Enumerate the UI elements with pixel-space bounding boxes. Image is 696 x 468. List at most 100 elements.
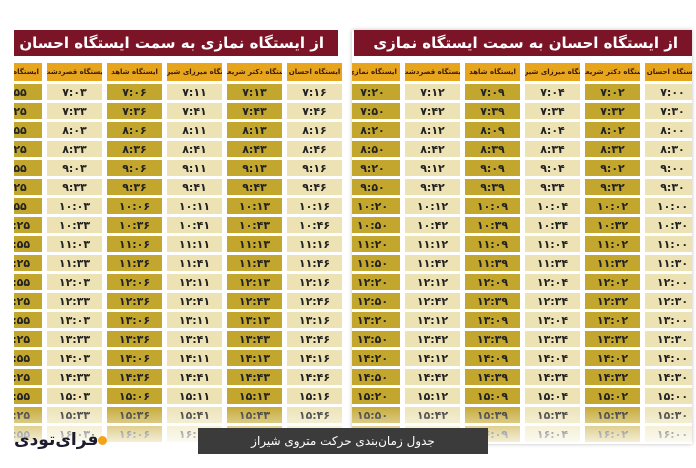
time-cell: ۸:۳۴ — [525, 141, 580, 157]
time-cell: ۹:۵۰ — [352, 179, 400, 195]
time-cell: ۱۰:۲۰ — [352, 198, 400, 214]
time-cell: ۸:۲۰ — [352, 122, 400, 138]
time-cell: ۱۶:۰۲ — [585, 426, 640, 442]
time-cell: ۱۰:۴۶ — [287, 217, 342, 233]
time-cell: ۷:۳۳ — [47, 103, 102, 119]
time-cell: ۱۱:۳۹ — [465, 255, 520, 271]
time-cell: ۱۱:۰۴ — [525, 236, 580, 252]
time-cell: ۱۵:۲۰ — [352, 388, 400, 404]
time-cell: ۱۳:۰۹ — [465, 312, 520, 328]
table-row: ۱۲:۳۰ ۱۲:۳۲ ۱۲:۳۴ ۱۲:۳۹ ۱۲:۴۲ ۱۲:۵۰ — [352, 293, 692, 309]
panel-title: از ایستگاه احسان به سمت ایستگاه نمازی — [354, 30, 692, 56]
table-row: ۱۱:۴۶ ۱۱:۴۳ ۱۱:۴۱ ۱۱:۳۶ ۱۱:۳۳ ۱۱:۲۵ — [14, 255, 342, 271]
time-cell: ۱۰:۵۵ — [14, 236, 42, 252]
time-cell: ۱۱:۳۶ — [107, 255, 162, 271]
time-cell: ۱۴:۰۹ — [465, 350, 520, 366]
table-row: ۱۰:۴۶ ۱۰:۴۳ ۱۰:۴۱ ۱۰:۳۶ ۱۰:۳۳ ۱۰:۲۵ — [14, 217, 342, 233]
time-cell: ۱۱:۰۹ — [465, 236, 520, 252]
time-cell: ۸:۱۱ — [167, 122, 222, 138]
time-cell: ۱۴:۳۳ — [47, 369, 102, 385]
time-cell: ۱۰:۴۱ — [167, 217, 222, 233]
time-cell: ۱۵:۳۴ — [525, 407, 580, 423]
table-row: ۱۴:۱۶ ۱۴:۱۳ ۱۴:۱۱ ۱۴:۰۶ ۱۴:۰۳ ۱۳:۵۵ — [14, 350, 342, 366]
time-cell: ۱۳:۰۰ — [645, 312, 692, 328]
time-cell: ۷:۳۹ — [465, 103, 520, 119]
time-cell: ۱۱:۱۱ — [167, 236, 222, 252]
time-cell: ۱۰:۱۲ — [405, 198, 460, 214]
time-cell: ۷:۳۰ — [645, 103, 692, 119]
time-cell: ۸:۳۶ — [107, 141, 162, 157]
table-row: ۱۵:۴۶ ۱۵:۴۳ ۱۵:۴۱ ۱۵:۳۶ ۱۵:۳۳ ۱۵:۲۵ — [14, 407, 342, 423]
time-cell: ۷:۴۱ — [167, 103, 222, 119]
time-cell: ۱۵:۱۱ — [167, 388, 222, 404]
time-cell: ۱۰:۰۰ — [645, 198, 692, 214]
time-cell: ۱۲:۰۰ — [645, 274, 692, 290]
time-cell: ۹:۳۶ — [107, 179, 162, 195]
time-cell: ۹:۳۴ — [525, 179, 580, 195]
time-cell: ۱۳:۱۶ — [287, 312, 342, 328]
site-logo[interactable]: فرای‌تودی — [14, 428, 110, 452]
time-cell: ۱۰:۴۲ — [405, 217, 460, 233]
time-cell: ۷:۱۱ — [167, 84, 222, 100]
time-cell: ۹:۴۱ — [167, 179, 222, 195]
time-cell: ۸:۰۴ — [525, 122, 580, 138]
logo-text: فرای‌تودی — [14, 430, 99, 450]
time-cell: ۱۰:۰۶ — [107, 198, 162, 214]
time-cell: ۷:۰۳ — [47, 84, 102, 100]
time-cell: ۷:۰۶ — [107, 84, 162, 100]
time-cell: ۸:۰۳ — [47, 122, 102, 138]
time-cell: ۱۴:۰۲ — [585, 350, 640, 366]
time-cell: ۱۴:۴۱ — [167, 369, 222, 385]
table-row: ۱۰:۰۰ ۱۰:۰۲ ۱۰:۰۴ ۱۰:۰۹ ۱۰:۱۲ ۱۰:۲۰ — [352, 198, 692, 214]
time-cell: ۸:۴۲ — [405, 141, 460, 157]
table-row: ۱۴:۴۶ ۱۴:۴۳ ۱۴:۴۱ ۱۴:۳۶ ۱۴:۳۳ ۱۴:۲۵ — [14, 369, 342, 385]
table-row: ۹:۱۶ ۹:۱۳ ۹:۱۱ ۹:۰۶ ۹:۰۳ ۸:۵۵ — [14, 160, 342, 176]
time-cell: ۱۰:۰۲ — [585, 198, 640, 214]
time-cell: ۸:۵۰ — [352, 141, 400, 157]
time-cell: ۱۱:۰۰ — [645, 236, 692, 252]
time-cell: ۱۵:۱۲ — [405, 388, 460, 404]
time-cell: ۸:۳۹ — [465, 141, 520, 157]
time-cell: ۱۴:۴۲ — [405, 369, 460, 385]
table-row: ۹:۴۶ ۹:۴۳ ۹:۴۱ ۹:۳۶ ۹:۳۳ ۹:۲۵ — [14, 179, 342, 195]
time-cell: ۱۵:۳۲ — [585, 407, 640, 423]
time-cell: ۱۵:۴۱ — [167, 407, 222, 423]
table-row: ۸:۳۰ ۸:۳۲ ۸:۳۴ ۸:۳۹ ۸:۴۲ ۸:۵۰ — [352, 141, 692, 157]
time-cell: ۱۶:۰۰ — [645, 426, 692, 442]
time-cell: ۱۴:۴۳ — [227, 369, 282, 385]
time-cell: ۱۳:۴۶ — [287, 331, 342, 347]
table-row: ۱۳:۱۶ ۱۳:۱۳ ۱۳:۱۱ ۱۳:۰۶ ۱۳:۰۳ ۱۲:۵۵ — [14, 312, 342, 328]
table-row: ۱۲:۱۶ ۱۲:۱۳ ۱۲:۱۱ ۱۲:۰۶ ۱۲:۰۳ ۱۱:۵۵ — [14, 274, 342, 290]
column-header: ایستگاه دکتر شریعتی — [227, 63, 282, 81]
time-cell: ۷:۵۰ — [352, 103, 400, 119]
time-cell: ۱۲:۳۲ — [585, 293, 640, 309]
time-cell: ۸:۳۲ — [585, 141, 640, 157]
time-cell: ۱۱:۱۲ — [405, 236, 460, 252]
table-row: ۱۳:۰۰ ۱۳:۰۲ ۱۳:۰۴ ۱۳:۰۹ ۱۳:۱۲ ۱۳:۲۰ — [352, 312, 692, 328]
table-row: ۷:۰۰ ۷:۰۲ ۷:۰۴ ۷:۰۹ ۷:۱۲ ۷:۲۰ — [352, 84, 692, 100]
time-cell: ۱۳:۰۳ — [47, 312, 102, 328]
time-cell: ۱۱:۳۴ — [525, 255, 580, 271]
table-row: ۱۵:۰۰ ۱۵:۰۲ ۱۵:۰۴ ۱۵:۰۹ ۱۵:۱۲ ۱۵:۲۰ — [352, 388, 692, 404]
time-cell: ۹:۰۹ — [465, 160, 520, 176]
time-cell: ۶:۵۵ — [14, 84, 42, 100]
time-cell: ۷:۱۲ — [405, 84, 460, 100]
time-cell: ۱۲:۳۶ — [107, 293, 162, 309]
time-cell: ۹:۰۲ — [585, 160, 640, 176]
column-header: ایستگاه نمازی — [14, 63, 42, 81]
time-cell: ۱۴:۵۰ — [352, 369, 400, 385]
column-header: ایستگاه احسان — [645, 63, 692, 81]
time-cell: ۱۴:۲۰ — [352, 350, 400, 366]
table-row: ۸:۰۰ ۸:۰۲ ۸:۰۴ ۸:۰۹ ۸:۱۲ ۸:۲۰ — [352, 122, 692, 138]
time-cell: ۱۲:۳۴ — [525, 293, 580, 309]
time-cell: ۱۳:۳۳ — [47, 331, 102, 347]
column-header: ایستگاه شاهد — [107, 63, 162, 81]
time-cell: ۷:۵۵ — [14, 122, 42, 138]
time-cell: ۱۱:۲۵ — [14, 255, 42, 271]
time-cell: ۱۲:۲۵ — [14, 293, 42, 309]
time-cell: ۱۵:۴۳ — [227, 407, 282, 423]
time-cell: ۱۵:۰۰ — [645, 388, 692, 404]
time-cell: ۱۰:۱۶ — [287, 198, 342, 214]
time-cell: ۱۴:۰۴ — [525, 350, 580, 366]
time-cell: ۱۱:۴۶ — [287, 255, 342, 271]
